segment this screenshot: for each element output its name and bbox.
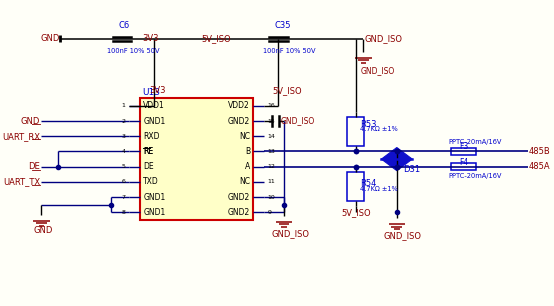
Text: 100nF 10% 50V: 100nF 10% 50V bbox=[107, 48, 159, 54]
Text: B: B bbox=[245, 147, 250, 156]
Text: VDD2: VDD2 bbox=[228, 101, 250, 110]
Text: GND: GND bbox=[20, 117, 40, 125]
Text: 14: 14 bbox=[268, 134, 275, 139]
Text: DE: DE bbox=[28, 162, 40, 171]
Text: GND: GND bbox=[40, 34, 59, 43]
Text: 5V_ISO: 5V_ISO bbox=[202, 34, 232, 43]
Text: 13: 13 bbox=[268, 149, 275, 154]
Text: 5: 5 bbox=[122, 164, 126, 169]
Text: UART_RX: UART_RX bbox=[2, 132, 40, 141]
Text: GND_ISO: GND_ISO bbox=[383, 231, 422, 240]
Text: PPTC-20mA/16V: PPTC-20mA/16V bbox=[448, 174, 501, 179]
Text: 4: 4 bbox=[122, 149, 126, 154]
Text: RE: RE bbox=[143, 147, 153, 156]
Bar bbox=[452, 148, 476, 155]
Text: GND_ISO: GND_ISO bbox=[271, 229, 310, 238]
Text: U13: U13 bbox=[142, 88, 160, 97]
Text: C6: C6 bbox=[118, 21, 129, 31]
Text: TXD: TXD bbox=[143, 177, 159, 186]
Bar bbox=[347, 117, 365, 146]
Text: F4: F4 bbox=[459, 158, 469, 167]
Text: DE: DE bbox=[143, 162, 154, 171]
Text: D31: D31 bbox=[403, 165, 420, 174]
Text: GND_ISO: GND_ISO bbox=[365, 34, 402, 43]
Bar bbox=[452, 163, 476, 170]
Text: 16: 16 bbox=[268, 103, 275, 108]
Text: GND: GND bbox=[34, 226, 53, 235]
Polygon shape bbox=[381, 147, 412, 159]
Text: UART_TX: UART_TX bbox=[3, 177, 40, 186]
Text: 4.7KΩ ±1%: 4.7KΩ ±1% bbox=[360, 126, 398, 132]
Text: 100nF 10% 50V: 100nF 10% 50V bbox=[263, 48, 316, 54]
Text: C35: C35 bbox=[275, 21, 291, 31]
Bar bbox=[140, 98, 253, 220]
Text: VDD1: VDD1 bbox=[143, 101, 165, 110]
Text: GND1: GND1 bbox=[143, 117, 166, 125]
Text: R54: R54 bbox=[360, 179, 376, 188]
Text: GND1: GND1 bbox=[143, 208, 166, 217]
Text: 485A: 485A bbox=[529, 162, 551, 171]
Text: 7: 7 bbox=[122, 195, 126, 200]
Text: 15: 15 bbox=[268, 118, 275, 124]
Text: A: A bbox=[245, 162, 250, 171]
Text: 485B: 485B bbox=[529, 147, 551, 156]
Text: 9: 9 bbox=[268, 210, 271, 215]
Text: 10: 10 bbox=[268, 195, 275, 200]
Text: 5V_ISO: 5V_ISO bbox=[273, 86, 302, 95]
Text: NC: NC bbox=[239, 132, 250, 141]
Text: F3: F3 bbox=[459, 142, 469, 151]
Text: 4.7KΩ ±1%: 4.7KΩ ±1% bbox=[360, 186, 398, 192]
Text: GND2: GND2 bbox=[228, 193, 250, 202]
Text: 5V_ISO: 5V_ISO bbox=[341, 208, 371, 218]
Text: NC: NC bbox=[239, 177, 250, 186]
Polygon shape bbox=[381, 159, 412, 171]
Bar bbox=[347, 172, 365, 201]
Text: R53: R53 bbox=[360, 120, 376, 129]
Text: RE: RE bbox=[143, 147, 153, 156]
Text: 12: 12 bbox=[268, 164, 275, 169]
Text: GND1: GND1 bbox=[143, 193, 166, 202]
Text: GND_ISO: GND_ISO bbox=[281, 117, 315, 125]
Text: 11: 11 bbox=[268, 179, 275, 185]
Text: 3: 3 bbox=[122, 134, 126, 139]
Text: GND2: GND2 bbox=[228, 117, 250, 125]
Text: 3V3: 3V3 bbox=[150, 86, 166, 95]
Text: 1: 1 bbox=[122, 103, 126, 108]
Text: 3V3: 3V3 bbox=[142, 34, 159, 43]
Text: 8: 8 bbox=[122, 210, 126, 215]
Text: 6: 6 bbox=[122, 179, 126, 185]
Text: PPTC-20mA/16V: PPTC-20mA/16V bbox=[448, 139, 501, 145]
Text: GND2: GND2 bbox=[228, 208, 250, 217]
Text: 2: 2 bbox=[122, 118, 126, 124]
Text: RXD: RXD bbox=[143, 132, 160, 141]
Text: GND_ISO: GND_ISO bbox=[361, 66, 395, 75]
